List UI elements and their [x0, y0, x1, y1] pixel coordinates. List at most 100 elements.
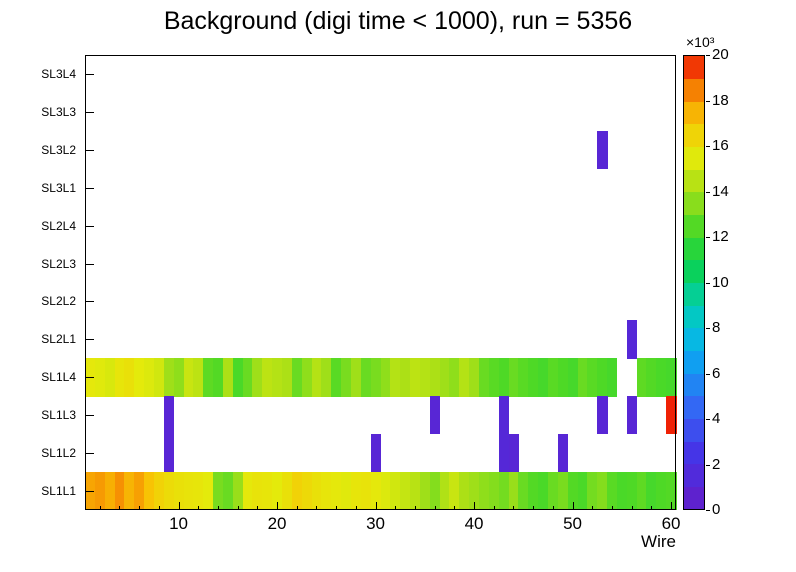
heatmap-cell — [577, 472, 588, 511]
x-axis-tick — [178, 502, 180, 510]
heatmap-cell — [449, 358, 460, 397]
heatmap-cell — [321, 472, 332, 511]
colorbar-tick-label: 6 — [712, 364, 721, 382]
x-axis-minor-tick — [592, 506, 594, 510]
x-axis-minor-tick — [99, 506, 101, 510]
colorbar-segment — [684, 169, 704, 193]
colorbar — [683, 55, 705, 510]
heatmap-cell — [203, 358, 214, 397]
heatmap-cell — [350, 358, 362, 397]
heatmap-cell — [557, 472, 569, 511]
heatmap-cell — [488, 358, 500, 397]
heatmap-cell — [163, 358, 175, 397]
heatmap-cell — [232, 358, 244, 397]
colorbar-segment — [684, 101, 704, 125]
heatmap-cell — [311, 472, 322, 511]
colorbar-tick — [706, 282, 710, 284]
heatmap-cell — [222, 358, 234, 397]
heatmap-cell — [547, 472, 559, 511]
heatmap-cell — [134, 472, 145, 511]
y-axis-tick — [86, 149, 94, 151]
heatmap-cell — [173, 472, 185, 511]
x-axis-minor-tick — [651, 506, 653, 510]
heatmap-cell — [380, 358, 391, 397]
heatmap-cell — [153, 472, 165, 511]
heatmap-cell — [94, 472, 106, 511]
heatmap-cell — [538, 358, 549, 397]
heatmap-cell — [331, 358, 342, 397]
heatmap-cell — [567, 358, 579, 397]
heatmap-cell — [597, 130, 608, 170]
colorbar-segment — [684, 373, 704, 397]
colorbar-tick-label: 12 — [712, 228, 729, 245]
colorbar-tick-label: 4 — [712, 410, 721, 427]
y-axis-tick — [86, 415, 94, 417]
colorbar-segment — [684, 146, 704, 170]
colorbar-tick — [706, 328, 710, 329]
heatmap-cell — [144, 472, 155, 511]
heatmap-cell — [410, 358, 421, 397]
y-axis-bin-label: SL1L3 — [41, 408, 76, 423]
x-axis-tick-label: 10 — [169, 514, 189, 533]
y-axis-bin-label: SL1L2 — [41, 446, 76, 461]
x-axis-minor-tick — [158, 506, 160, 510]
heatmap-cell — [557, 358, 569, 397]
heatmap-cell — [567, 472, 579, 511]
colorbar-segment — [684, 237, 704, 261]
heatmap-cell — [439, 472, 451, 511]
heatmap-cell — [597, 396, 608, 435]
heatmap-cell — [104, 472, 116, 511]
heatmap-cell — [626, 472, 638, 511]
heatmap-cell — [626, 320, 638, 359]
x-axis-minor-tick — [533, 506, 535, 510]
heatmap-cell — [528, 472, 539, 511]
heatmap-cell — [666, 396, 677, 435]
heatmap-cell — [252, 358, 263, 397]
x-axis-tick — [572, 502, 574, 510]
heatmap-cell — [626, 396, 638, 435]
heatmap-cell — [587, 358, 598, 397]
heatmap-cell — [163, 396, 175, 435]
x-axis-tick — [671, 502, 673, 510]
x-axis-minor-tick — [316, 506, 318, 510]
heatmap-cell — [508, 434, 519, 473]
heatmap-cell — [222, 472, 234, 511]
heatmap-cell — [597, 472, 608, 511]
heatmap-cell — [479, 472, 490, 511]
heatmap-cell — [547, 358, 559, 397]
heatmap-cell — [104, 358, 116, 397]
heatmap-cell — [183, 358, 194, 397]
heatmap-cell — [193, 472, 204, 511]
x-axis-minor-tick — [513, 506, 515, 510]
heatmap-cell — [636, 358, 648, 397]
heatmap-cell — [666, 472, 677, 511]
heatmap-cell — [459, 358, 470, 397]
heatmap-cell — [242, 358, 254, 397]
colorbar-tick-label: 2 — [712, 455, 721, 473]
x-axis-tick — [277, 502, 279, 510]
x-axis-minor-tick — [355, 506, 357, 510]
heatmap-cell — [656, 472, 667, 511]
heatmap-cell — [153, 358, 165, 397]
colorbar-tick — [706, 55, 710, 56]
colorbar-segment — [684, 282, 704, 306]
colorbar-segment — [684, 327, 704, 351]
heatmap-cell — [341, 358, 352, 397]
heatmap-cell — [498, 358, 510, 397]
heatmap-cell — [518, 472, 529, 511]
heatmap-cell — [508, 358, 519, 397]
heatmap-cell — [380, 472, 391, 511]
heatmap-cell — [410, 472, 421, 511]
heatmap-cell — [646, 472, 657, 511]
heatmap-cell — [597, 358, 608, 397]
x-axis-minor-tick — [434, 506, 436, 510]
colorbar-segment — [684, 441, 704, 465]
heatmap-cell — [282, 358, 293, 397]
colorbar-tick-label: 18 — [712, 91, 729, 109]
heatmap-cell — [636, 472, 648, 511]
heatmap-cell — [360, 358, 372, 397]
heatmap-cell — [449, 472, 460, 511]
heatmap-cell — [616, 472, 628, 511]
x-axis-minor-tick — [631, 506, 633, 510]
plot-frame — [85, 55, 676, 510]
